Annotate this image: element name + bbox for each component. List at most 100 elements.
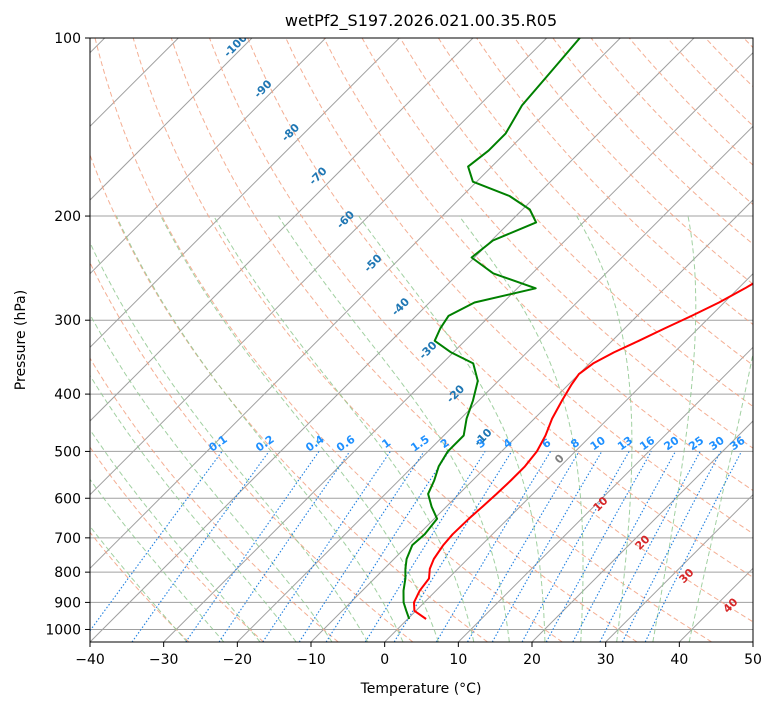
x-tick-label: −10 <box>296 652 326 668</box>
dry-adiabat-line <box>247 38 753 578</box>
isotherm-line <box>457 346 753 642</box>
plot-frame <box>89 37 754 643</box>
isotherm-line <box>384 272 753 642</box>
axes: −40 −30 −20 −10 0 10 20 30 40 5010009008007006005… <box>45 31 762 668</box>
dry-adiabat-line <box>209 38 753 623</box>
isotherm-line <box>90 38 400 349</box>
dry-adiabat-line <box>437 38 753 366</box>
isotherm-line <box>310 199 753 642</box>
dry-adiabat-label: -20 <box>444 382 467 405</box>
mixing-ratio-line <box>325 451 450 642</box>
isotherm-line <box>531 420 753 642</box>
dry-adiabat-label: -40 <box>389 295 412 318</box>
mixing-ratio-line <box>521 451 630 642</box>
mixing-ratio-label: 10 <box>588 434 608 454</box>
dewpoint-profile-line <box>402 38 581 620</box>
y-tick-label: 900 <box>54 595 81 611</box>
x-tick-label: 10 <box>449 652 467 668</box>
mixing-ratio-line <box>298 451 425 642</box>
dry-adiabat-line <box>90 531 190 642</box>
moist-adiabat-line <box>277 215 510 642</box>
dry-adiabat-line <box>94 38 563 642</box>
mixing-ratio-line <box>491 451 603 642</box>
dry-adiabat-line <box>667 38 753 127</box>
mixing-ratio-line <box>131 451 270 642</box>
y-tick-label: 400 <box>54 387 81 403</box>
y-axis-label: Pressure (hPa) <box>13 290 29 390</box>
grid-lines <box>90 38 753 642</box>
mixing-ratio-label: 1 <box>380 436 394 451</box>
moist-adiabat-line <box>90 478 225 642</box>
isotherm-line <box>90 38 548 496</box>
y-tick-label: 500 <box>54 444 81 460</box>
dry-adiabat-line <box>90 446 264 642</box>
dry-adiabat-line <box>132 38 638 642</box>
x-tick-label: 50 <box>744 652 762 668</box>
mixing-ratio-label: 4 <box>501 436 515 451</box>
isotherm-line <box>90 38 327 275</box>
x-tick-label: 20 <box>523 652 541 668</box>
isotherm-line <box>163 51 753 642</box>
dry-adiabat-label: -60 <box>334 208 357 231</box>
isotherm-line <box>605 493 753 642</box>
moist-adiabat-line <box>458 215 584 642</box>
mixing-ratio-line <box>572 451 676 642</box>
isotherm-line <box>90 38 695 642</box>
dry-adiabat-line <box>476 38 753 326</box>
dry-adiabat-line <box>170 38 712 642</box>
mixing-ratio-line <box>467 451 580 642</box>
chart-title: wetPf2_S197.2026.021.00.35.R05 <box>285 11 557 31</box>
y-tick-label: 1000 <box>45 622 81 638</box>
x-tick-label: 40 <box>670 652 688 668</box>
dry-adiabat-line <box>361 38 753 449</box>
mixing-ratio-label: 36 <box>727 434 747 454</box>
moist-adiabat-label: 0 <box>552 451 567 466</box>
dry-adiabat-label: -10 <box>471 426 494 449</box>
moist-adiabat-line <box>115 215 404 642</box>
dry-adiabat-line <box>590 38 753 206</box>
dry-adiabat-line <box>399 38 753 408</box>
mixing-ratio-label: 8 <box>568 436 582 451</box>
dry-adiabat-line <box>323 38 753 492</box>
x-tick-label: −30 <box>149 652 179 668</box>
y-tick-label: 300 <box>54 313 81 329</box>
y-tick-label: 700 <box>54 531 81 547</box>
moist-adiabat-line <box>652 215 697 642</box>
moist-adiabat-label: 10 <box>591 494 611 514</box>
dry-adiabat-line <box>90 153 488 642</box>
dry-adiabat-line <box>743 38 753 49</box>
y-tick-label: 600 <box>54 491 81 507</box>
x-tick-label: −40 <box>75 652 105 668</box>
mixing-ratio-line <box>90 451 223 632</box>
x-axis-label: Temperature (°C) <box>360 681 482 697</box>
mixing-ratio-line <box>621 451 722 642</box>
mixing-ratio-line <box>185 451 320 642</box>
y-tick-label: 200 <box>54 209 81 225</box>
moist-adiabat-line <box>213 215 475 642</box>
isotherm-line <box>90 38 621 570</box>
mixing-ratio-line <box>364 451 486 642</box>
mixing-ratio-line <box>644 451 742 642</box>
moist-adiabat-line <box>90 313 333 642</box>
moist-adiabat-line <box>90 241 369 642</box>
isotherm-line <box>236 125 753 642</box>
mixing-ratio-label: 25 <box>686 434 706 453</box>
dry-adiabat-label: -100 <box>221 31 250 60</box>
y-tick-label: 800 <box>54 565 81 581</box>
mixing-ratio-line <box>545 451 652 642</box>
dry-adiabat-line <box>90 261 414 642</box>
x-tick-label: 0 <box>380 652 389 668</box>
moist-adiabat-line <box>688 351 753 642</box>
x-tick-label: 30 <box>597 652 615 668</box>
mixing-ratio-line <box>599 451 701 642</box>
dry-adiabat-line <box>552 38 753 245</box>
dry-adiabat-label: -90 <box>251 77 274 100</box>
isotherm-line <box>90 38 253 201</box>
mixing-ratio-label: 16 <box>637 434 657 454</box>
temperature-profile-line <box>413 282 753 620</box>
dry-adiabat-line <box>285 38 753 535</box>
moist-adiabat-line <box>90 525 188 642</box>
moist-adiabat-line <box>90 428 261 642</box>
mixing-ratio-line <box>262 451 391 642</box>
moist-adiabat-line <box>160 215 439 642</box>
